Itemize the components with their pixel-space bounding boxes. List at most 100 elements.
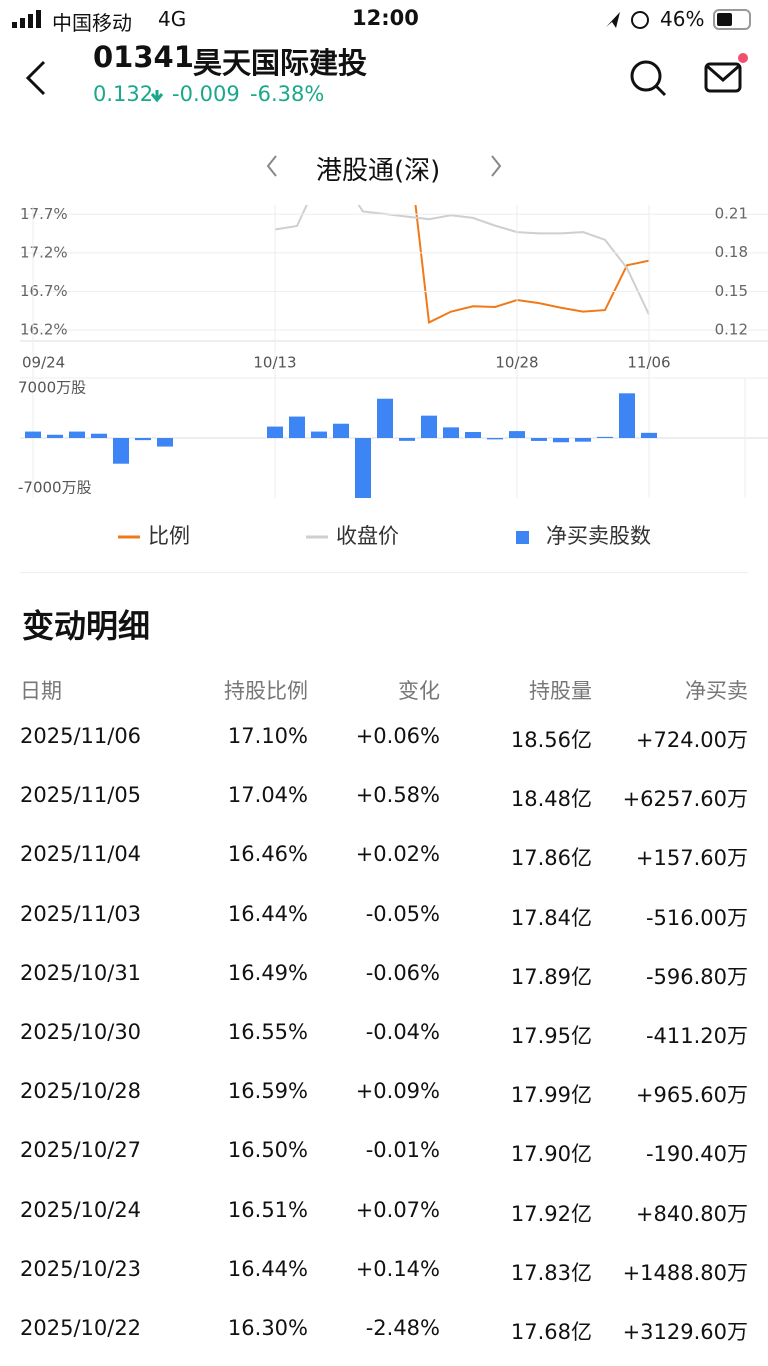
bar <box>641 432 657 438</box>
cell: +3129.60万 <box>622 1320 748 1344</box>
cell: 2025/10/24 <box>20 1197 142 1222</box>
bar <box>267 426 283 438</box>
cell: 18.48亿 <box>510 787 592 812</box>
bar <box>47 434 63 438</box>
bar <box>465 431 481 438</box>
cell: 日期 <box>20 679 62 703</box>
cell: 2025/11/05 <box>20 783 142 808</box>
cell: 17.68亿 <box>510 1320 592 1344</box>
carrier: 中国移动 <box>52 11 132 35</box>
y-tick-label: 17.7% <box>20 205 68 223</box>
cell: 净买卖 <box>685 679 748 703</box>
cell: 18.56亿 <box>510 728 592 752</box>
table-row: 2025/11/06 17.10% +0.06% 18.56亿 +724.00万 <box>0 716 768 756</box>
cell: -2.48% <box>365 1316 440 1340</box>
bar <box>553 438 569 443</box>
cell: 2025/11/04 <box>20 842 142 867</box>
battery-icon <box>713 9 751 30</box>
bar <box>421 415 437 438</box>
y2-tick-label: 0.21 <box>715 205 748 223</box>
y-tick-label: 17.2% <box>20 243 68 261</box>
legend-swatch <box>516 531 529 544</box>
table-row: 2025/10/22 16.30% -2.48% 17.68亿 +3129.60万 <box>0 1308 768 1348</box>
price: 0.132 <box>93 82 154 106</box>
table-row: 2025/10/24 16.51% +0.07% 17.92亿 +840.80万 <box>0 1190 768 1230</box>
cell: +6257.60万 <box>622 787 748 812</box>
line-layer <box>274 205 650 324</box>
bar <box>157 438 173 447</box>
bar <box>619 393 635 438</box>
cell: -0.05% <box>365 901 440 926</box>
back-button[interactable] <box>25 60 46 96</box>
cell: 17.86亿 <box>510 846 592 871</box>
cell: 16.55% <box>227 1020 308 1044</box>
stock-name: 昊天国际建投 <box>193 46 368 80</box>
bar <box>487 438 503 440</box>
cell: +157.60万 <box>635 846 748 871</box>
table-header: 日期 持股比例 变化 持股量 净买卖 <box>0 667 768 707</box>
cell: +0.06% <box>355 724 440 748</box>
bar <box>91 433 107 438</box>
battery-level <box>717 13 732 26</box>
legend-label: 比例 <box>148 524 190 548</box>
cell: 2025/10/27 <box>20 1138 142 1163</box>
cell: +0.58% <box>355 783 440 808</box>
y-tick-label: -7000万股 <box>18 479 92 497</box>
y2-tick-label: 0.18 <box>715 243 748 261</box>
price-change: -0.009 <box>172 82 240 106</box>
cell: 17.89亿 <box>510 964 592 989</box>
divider <box>20 572 748 573</box>
cell: -0.06% <box>365 960 440 985</box>
prev-button[interactable] <box>266 155 277 177</box>
message-button[interactable] <box>704 53 748 93</box>
cell: +724.00万 <box>635 728 748 752</box>
cell: 16.59% <box>227 1079 308 1104</box>
table-row: 2025/10/23 16.44% +0.14% 17.83亿 +1488.80万 <box>0 1249 768 1289</box>
stock-code: 01341 <box>93 40 194 74</box>
cell: 17.99亿 <box>510 1083 592 1108</box>
price-change-pct: -6.38% <box>250 82 325 106</box>
header: 中国移动 4G 12:00 46% 01341 昊天国际建投 0.132 -0.… <box>0 0 768 205</box>
legend-label: 收盘价 <box>336 524 399 548</box>
search-button[interactable] <box>630 60 667 97</box>
line-series <box>274 205 650 316</box>
cell: +0.09% <box>355 1079 440 1104</box>
cell: 2025/10/30 <box>20 1020 142 1044</box>
bar <box>69 431 85 438</box>
cell: -596.80万 <box>645 964 748 989</box>
y-tick-label: 16.7% <box>20 282 68 300</box>
bar <box>377 398 393 438</box>
bar <box>311 431 327 438</box>
cell: 变化 <box>398 679 440 703</box>
cell: 持股量 <box>529 679 592 703</box>
bar <box>443 427 459 438</box>
cell: 2025/10/22 <box>20 1316 142 1340</box>
cell: +0.14% <box>355 1256 440 1281</box>
next-button[interactable] <box>491 155 502 177</box>
signal-icon <box>12 10 41 28</box>
cell: 17.04% <box>227 783 308 808</box>
bar <box>509 431 525 438</box>
x-tick-label: 09/24 <box>22 354 65 372</box>
chart: 16.2% 16.7% 17.2% 17.7% 0.12 0.15 0.18 0.21 09/2… <box>18 205 768 548</box>
battery-text: 46% <box>660 7 705 31</box>
bar <box>399 438 415 441</box>
cell: 2025/11/06 <box>20 724 142 748</box>
bar <box>135 438 151 441</box>
cell: -0.04% <box>365 1020 440 1044</box>
lock-icon <box>631 11 649 29</box>
table-row: 2025/10/31 16.49% -0.06% 17.89亿 -596.80万 <box>0 953 768 993</box>
time: 12:00 <box>352 6 419 30</box>
y-tick-label: 16.2% <box>20 321 68 339</box>
cell: 16.50% <box>227 1138 308 1163</box>
bar <box>113 438 129 464</box>
bar <box>355 438 371 498</box>
bar <box>289 416 305 438</box>
bar <box>597 436 613 438</box>
y2-tick-label: 0.12 <box>715 321 748 339</box>
cell: +1488.80万 <box>622 1260 748 1285</box>
cell: 16.51% <box>227 1197 308 1222</box>
nav-title: 港股通(深) <box>316 156 441 186</box>
table-row: 2025/10/30 16.55% -0.04% 17.95亿 -411.20万 <box>0 1012 768 1052</box>
